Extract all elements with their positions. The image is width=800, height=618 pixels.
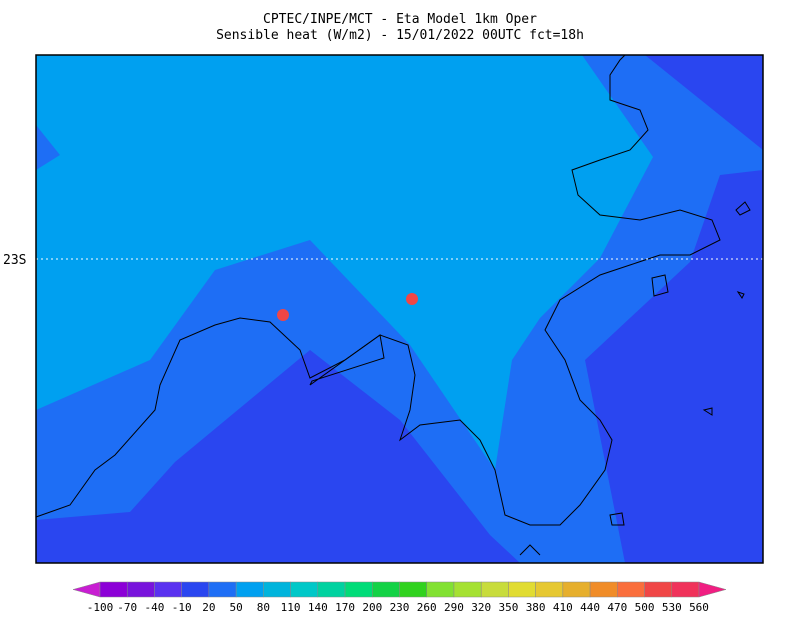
colorbar-label: 80 bbox=[257, 601, 270, 614]
colorbar-segment bbox=[126, 581, 155, 598]
colorbar-segment bbox=[589, 581, 618, 598]
colorbar-segment bbox=[317, 581, 346, 598]
colorbar-segment bbox=[263, 581, 291, 598]
colorbar-segment bbox=[644, 581, 673, 598]
map-area bbox=[35, 54, 764, 564]
colorbar-segment bbox=[235, 581, 264, 598]
colorbar-segment bbox=[535, 581, 564, 598]
colorbar-segment bbox=[508, 581, 536, 598]
map-frame bbox=[35, 54, 764, 564]
colorbar-segment bbox=[208, 581, 237, 598]
colorbar-segment bbox=[344, 581, 373, 598]
colorbar-label: -70 bbox=[117, 601, 137, 614]
colorbar-low-end bbox=[72, 581, 101, 598]
colorbar-segment bbox=[480, 581, 509, 598]
colorbar-label: 350 bbox=[498, 601, 518, 614]
colorbar-segment bbox=[453, 581, 482, 598]
colorbar-label: 260 bbox=[417, 601, 437, 614]
colorbar-segment bbox=[372, 581, 400, 598]
colorbar-label: 380 bbox=[526, 601, 546, 614]
colorbar-segment bbox=[399, 581, 427, 598]
colorbar: -100 -70 -40 -10 20 50 80 110 140 170 200 230 260 290… bbox=[72, 581, 727, 614]
title-line-2: Sensible heat (W/m2) - 15/01/2022 00UTC … bbox=[216, 28, 584, 43]
coastline bbox=[35, 54, 751, 556]
colorbar-label: 530 bbox=[662, 601, 682, 614]
station-marker bbox=[277, 309, 289, 321]
colorbar-segment bbox=[671, 581, 700, 598]
colorbar-high-end bbox=[698, 581, 727, 598]
colorbar-label: 110 bbox=[281, 601, 301, 614]
colorbar-label: 140 bbox=[308, 601, 328, 614]
colorbar-label: -40 bbox=[145, 601, 165, 614]
colorbar-label: 200 bbox=[362, 601, 382, 614]
station-marker bbox=[406, 293, 418, 305]
colorbar-label: 560 bbox=[689, 601, 709, 614]
colorbar-segment bbox=[426, 581, 455, 598]
colorbar-label: -10 bbox=[172, 601, 192, 614]
latitude-label: 23S bbox=[3, 253, 26, 268]
colorbar-segment bbox=[99, 581, 128, 598]
colorbar-segment bbox=[154, 581, 182, 598]
colorbar-segment bbox=[617, 581, 645, 598]
colorbar-label: 50 bbox=[230, 601, 243, 614]
colorbar-label: 320 bbox=[471, 601, 491, 614]
colorbar-segment bbox=[562, 581, 591, 598]
colorbar-label: 290 bbox=[444, 601, 464, 614]
field-high bbox=[36, 55, 653, 470]
colorbar-label: 230 bbox=[390, 601, 410, 614]
colorbar-label: 440 bbox=[580, 601, 600, 614]
colorbar-label: 20 bbox=[202, 601, 215, 614]
title-line-1: CPTEC/INPE/MCT - Eta Model 1km Oper bbox=[263, 12, 537, 27]
colorbar-label: 470 bbox=[607, 601, 627, 614]
colorbar-segment bbox=[290, 581, 319, 598]
colorbar-label: 410 bbox=[553, 601, 573, 614]
colorbar-label: 500 bbox=[635, 601, 655, 614]
colorbar-label: -100 bbox=[87, 601, 114, 614]
colorbar-label: 170 bbox=[335, 601, 355, 614]
colorbar-segment bbox=[181, 581, 210, 598]
